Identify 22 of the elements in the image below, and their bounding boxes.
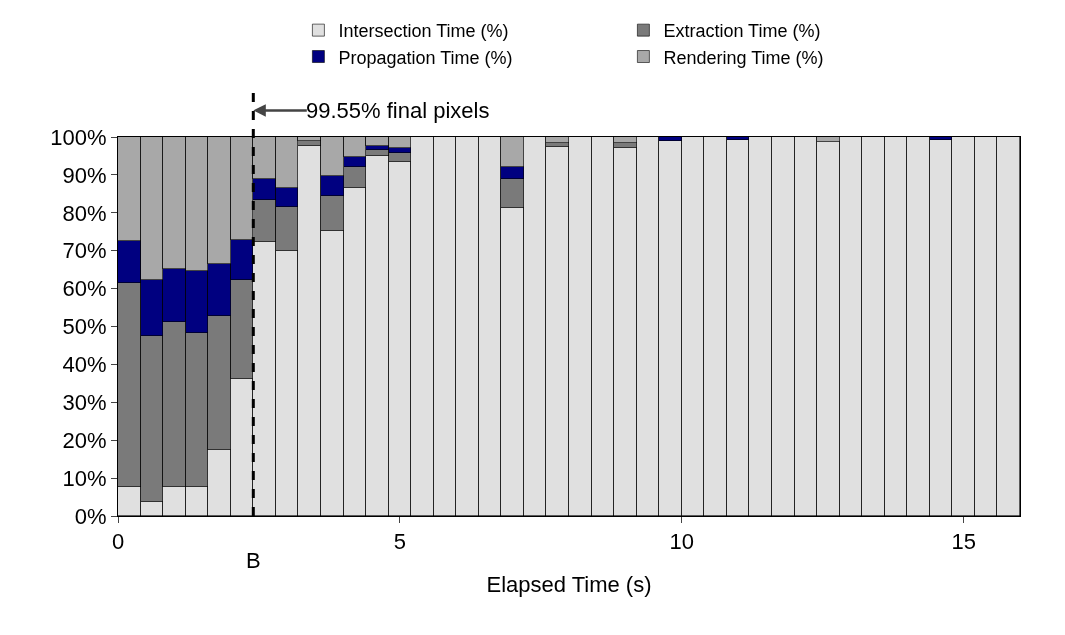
y-tick-label: 90% — [62, 162, 107, 188]
x-tick-label: 10 — [669, 529, 694, 555]
legend-label: Rendering Time (%) — [663, 47, 824, 68]
text: 99.55% final pixels — [306, 98, 490, 123]
x-tick-label: 5 — [393, 529, 407, 555]
y-tick-label: 30% — [62, 390, 107, 415]
ref-line-label: B — [246, 548, 261, 573]
y-tick-label: 70% — [62, 238, 107, 264]
x-tick-label: 15 — [951, 529, 976, 555]
y-tick-label: 50% — [62, 314, 107, 340]
y-tick-label: 0% — [74, 503, 107, 529]
y-tick-label: 20% — [62, 427, 107, 453]
y-tick-label: 100% — [50, 124, 107, 150]
y-tick-label: 80% — [62, 200, 107, 226]
legend-label: Extraction Time (%) — [663, 21, 821, 42]
legend-label: Propagation Time (%) — [338, 47, 513, 68]
y-tick-label: 60% — [62, 276, 107, 302]
y-tick-label: 40% — [62, 352, 107, 378]
y-tick-label: 10% — [62, 465, 107, 491]
legend-label: Intersection Time (%) — [338, 21, 509, 42]
x-axis-title: Elapsed Time (s) — [486, 572, 652, 597]
x-tick-label: 0 — [111, 529, 125, 555]
